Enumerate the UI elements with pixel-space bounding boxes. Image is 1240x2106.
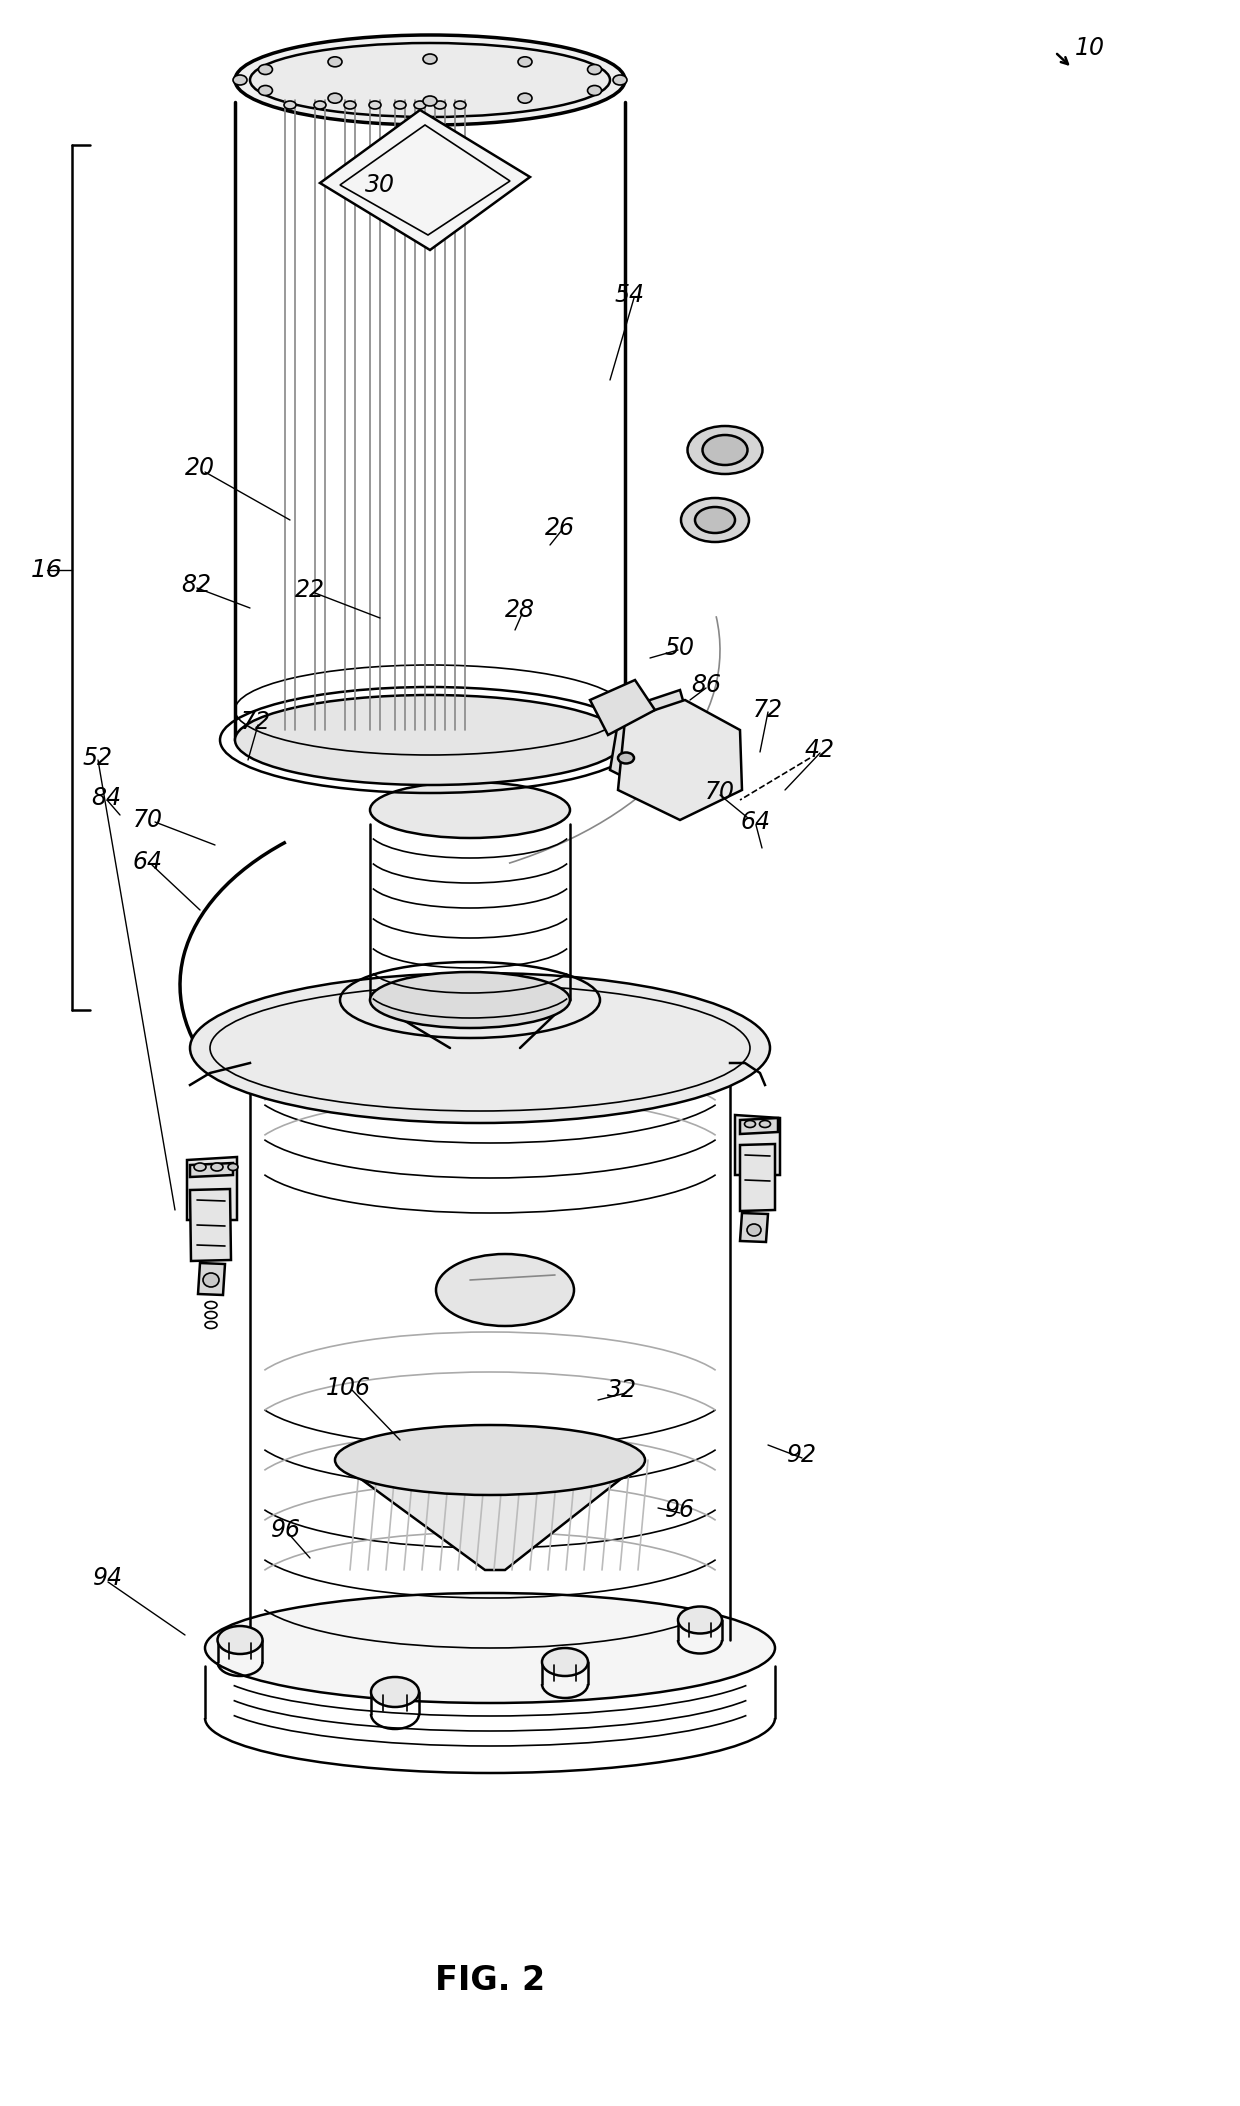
- Ellipse shape: [613, 76, 627, 84]
- Ellipse shape: [370, 973, 570, 1028]
- Polygon shape: [190, 1163, 233, 1177]
- Text: 72: 72: [241, 710, 272, 735]
- Ellipse shape: [759, 1120, 770, 1127]
- Polygon shape: [320, 110, 529, 251]
- Text: 86: 86: [691, 674, 720, 697]
- Ellipse shape: [746, 1224, 761, 1236]
- Ellipse shape: [681, 497, 749, 541]
- Ellipse shape: [744, 1120, 755, 1127]
- Ellipse shape: [258, 86, 273, 95]
- Ellipse shape: [205, 1592, 775, 1704]
- Ellipse shape: [588, 65, 601, 74]
- Ellipse shape: [217, 1626, 263, 1653]
- Ellipse shape: [678, 1607, 722, 1634]
- Text: 16: 16: [31, 558, 63, 581]
- Text: 64: 64: [742, 811, 771, 834]
- Text: 94: 94: [93, 1567, 123, 1590]
- Ellipse shape: [314, 101, 326, 110]
- Polygon shape: [198, 1264, 224, 1295]
- Text: 106: 106: [325, 1375, 371, 1400]
- Ellipse shape: [228, 1163, 238, 1171]
- Text: 30: 30: [365, 173, 396, 198]
- Ellipse shape: [236, 36, 625, 124]
- Ellipse shape: [250, 42, 610, 118]
- Text: 42: 42: [805, 737, 835, 762]
- Text: FIG. 2: FIG. 2: [435, 1963, 546, 1996]
- Text: 70: 70: [133, 809, 162, 832]
- Text: 82: 82: [181, 573, 211, 596]
- Ellipse shape: [618, 752, 634, 764]
- Ellipse shape: [211, 1163, 223, 1171]
- Ellipse shape: [423, 97, 436, 105]
- Ellipse shape: [518, 93, 532, 103]
- Ellipse shape: [518, 57, 532, 67]
- Ellipse shape: [588, 86, 601, 95]
- Ellipse shape: [394, 101, 405, 110]
- Ellipse shape: [703, 436, 748, 465]
- Text: 70: 70: [706, 779, 735, 804]
- Ellipse shape: [370, 101, 381, 110]
- Polygon shape: [610, 691, 701, 786]
- Ellipse shape: [233, 76, 247, 84]
- Polygon shape: [740, 1213, 768, 1243]
- Text: 64: 64: [133, 851, 162, 874]
- Ellipse shape: [284, 101, 296, 110]
- Ellipse shape: [454, 101, 466, 110]
- Text: 28: 28: [505, 598, 534, 621]
- Polygon shape: [335, 1459, 645, 1569]
- Ellipse shape: [250, 990, 730, 1106]
- Text: 32: 32: [608, 1377, 637, 1403]
- Text: 22: 22: [295, 577, 325, 602]
- Ellipse shape: [203, 1272, 219, 1287]
- Ellipse shape: [414, 101, 427, 110]
- Text: 52: 52: [83, 746, 113, 771]
- Ellipse shape: [329, 57, 342, 67]
- Text: 54: 54: [615, 282, 645, 307]
- Polygon shape: [618, 699, 742, 819]
- Ellipse shape: [258, 65, 273, 74]
- Ellipse shape: [343, 101, 356, 110]
- Ellipse shape: [423, 55, 436, 63]
- Ellipse shape: [329, 93, 342, 103]
- Polygon shape: [190, 1190, 231, 1261]
- Text: 96: 96: [272, 1518, 301, 1542]
- Polygon shape: [740, 1144, 775, 1211]
- Text: 72: 72: [753, 697, 782, 722]
- Ellipse shape: [371, 1676, 419, 1708]
- Polygon shape: [590, 680, 655, 735]
- Text: 50: 50: [665, 636, 694, 659]
- Ellipse shape: [436, 1253, 574, 1327]
- Text: 10: 10: [1075, 36, 1105, 59]
- Polygon shape: [740, 1118, 777, 1133]
- Ellipse shape: [190, 973, 770, 1122]
- Polygon shape: [187, 1156, 237, 1219]
- Ellipse shape: [542, 1649, 588, 1676]
- Text: 26: 26: [546, 516, 575, 539]
- Ellipse shape: [335, 1426, 645, 1495]
- Text: 96: 96: [665, 1497, 694, 1523]
- Ellipse shape: [434, 101, 446, 110]
- Text: 84: 84: [91, 786, 122, 811]
- Ellipse shape: [193, 1163, 206, 1171]
- Text: 92: 92: [787, 1443, 817, 1468]
- Ellipse shape: [236, 695, 625, 786]
- Text: 20: 20: [185, 457, 215, 480]
- Ellipse shape: [687, 425, 763, 474]
- Ellipse shape: [694, 508, 735, 533]
- Ellipse shape: [370, 781, 570, 838]
- Polygon shape: [735, 1114, 780, 1175]
